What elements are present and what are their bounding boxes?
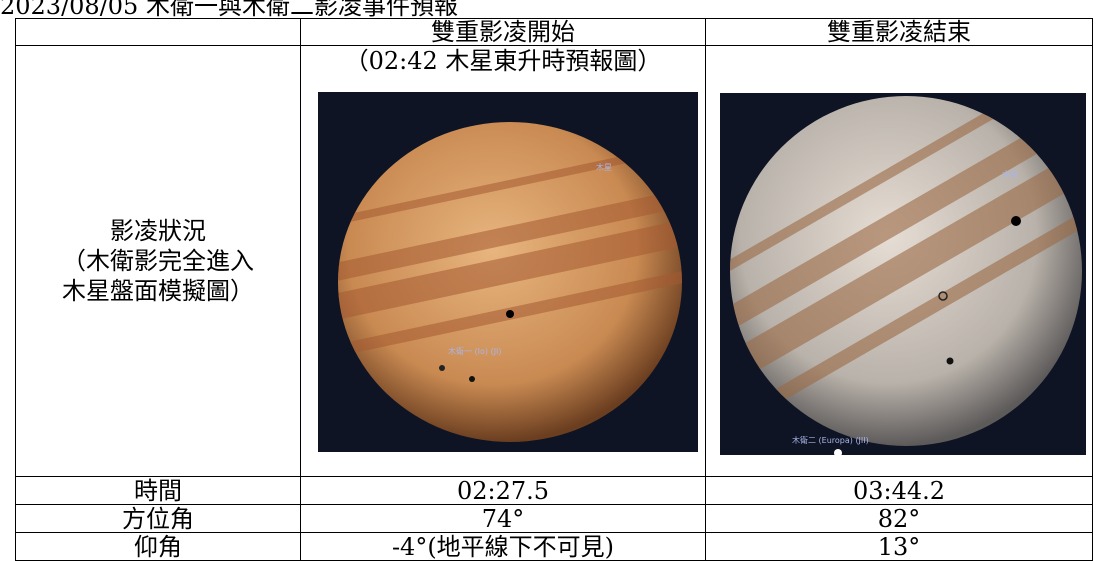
data-row: 時間 02:27.5 03:44.2 [15,476,1093,505]
label-line: 影凌狀況 [110,217,206,245]
label-line: 木星盤面模擬圖） [62,277,254,305]
header-row: 雙重影凌開始 雙重影凌結束 [15,18,1093,46]
row-label: 方位角 [15,504,301,533]
data-row: 仰角 -4°(地平線下不可見) 13° [15,532,1093,561]
image-label: 木星 [596,162,612,172]
forecast-table: 雙重影凌開始 雙重影凌結束 影凌狀況 （木衛影完全進入 木星盤面模擬圖） （02… [15,18,1093,561]
column-header: 雙重影凌結束 [705,18,1093,46]
cell: 74° [300,504,706,533]
shadow [506,310,514,318]
image-row: 影凌狀況 （木衛影完全進入 木星盤面模擬圖） （02:42 木星東升時預報圖） [15,45,1093,477]
cell: 02:27.5 [300,476,706,505]
row-label: 時間 [15,476,301,505]
label-line: （木衛影完全進入 [62,247,254,275]
bands [338,145,682,359]
column-header: 雙重影凌開始 [300,18,706,46]
image-label: 木衛一 (Io) (JI) [448,346,502,356]
shadow [1011,216,1021,226]
cell: -4°(地平線下不可見) [300,532,706,561]
caption: （02:42 木星東升時預報圖） [344,47,662,75]
corner-cell [15,18,301,46]
row-label: 影凌狀況 （木衛影完全進入 木星盤面模擬圖） [15,45,301,477]
image-label: 木衛二 (Europa) (JII) [792,435,869,445]
shadow [946,357,954,365]
cell: 13° [705,532,1093,561]
jupiter-image: 木星 木衛一 (Io) (JI) [318,92,698,452]
moon [834,449,842,455]
bands [730,96,1082,439]
page-title: 2023/08/05 木衛一與木衛二影凌事件預報 [0,0,458,20]
data-row: 方位角 74° 82° [15,504,1093,533]
image-cell: 木星 木衛二 (Europa) (JII) [705,45,1093,477]
moon [439,365,445,371]
image-cell: （02:42 木星東升時預報圖） [300,45,706,477]
cell: 03:44.2 [705,476,1093,505]
shadow [469,376,475,382]
cell: 82° [705,504,1093,533]
moon [938,291,948,301]
row-label: 仰角 [15,532,301,561]
jupiter-image: 木星 木衛二 (Europa) (JII) [720,93,1086,455]
image-label: 木星 [1002,169,1018,179]
